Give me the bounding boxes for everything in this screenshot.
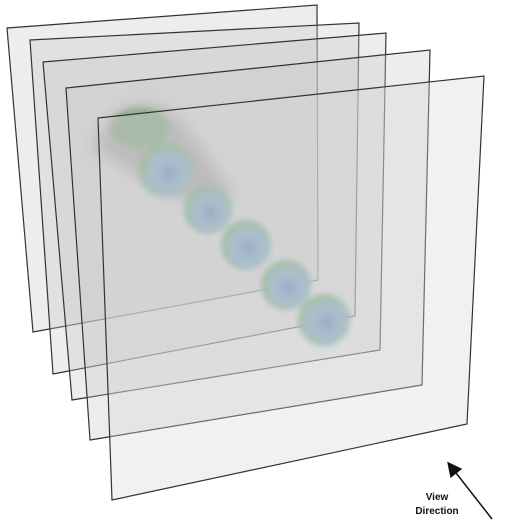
view-label: View	[426, 492, 449, 503]
planes-front	[43, 33, 484, 500]
view-label: Direction	[415, 506, 458, 517]
slice-plane	[98, 76, 484, 500]
slice-diagram: View Direction	[0, 0, 507, 525]
page: View Direction (() => { const data = JSO…	[0, 0, 507, 525]
